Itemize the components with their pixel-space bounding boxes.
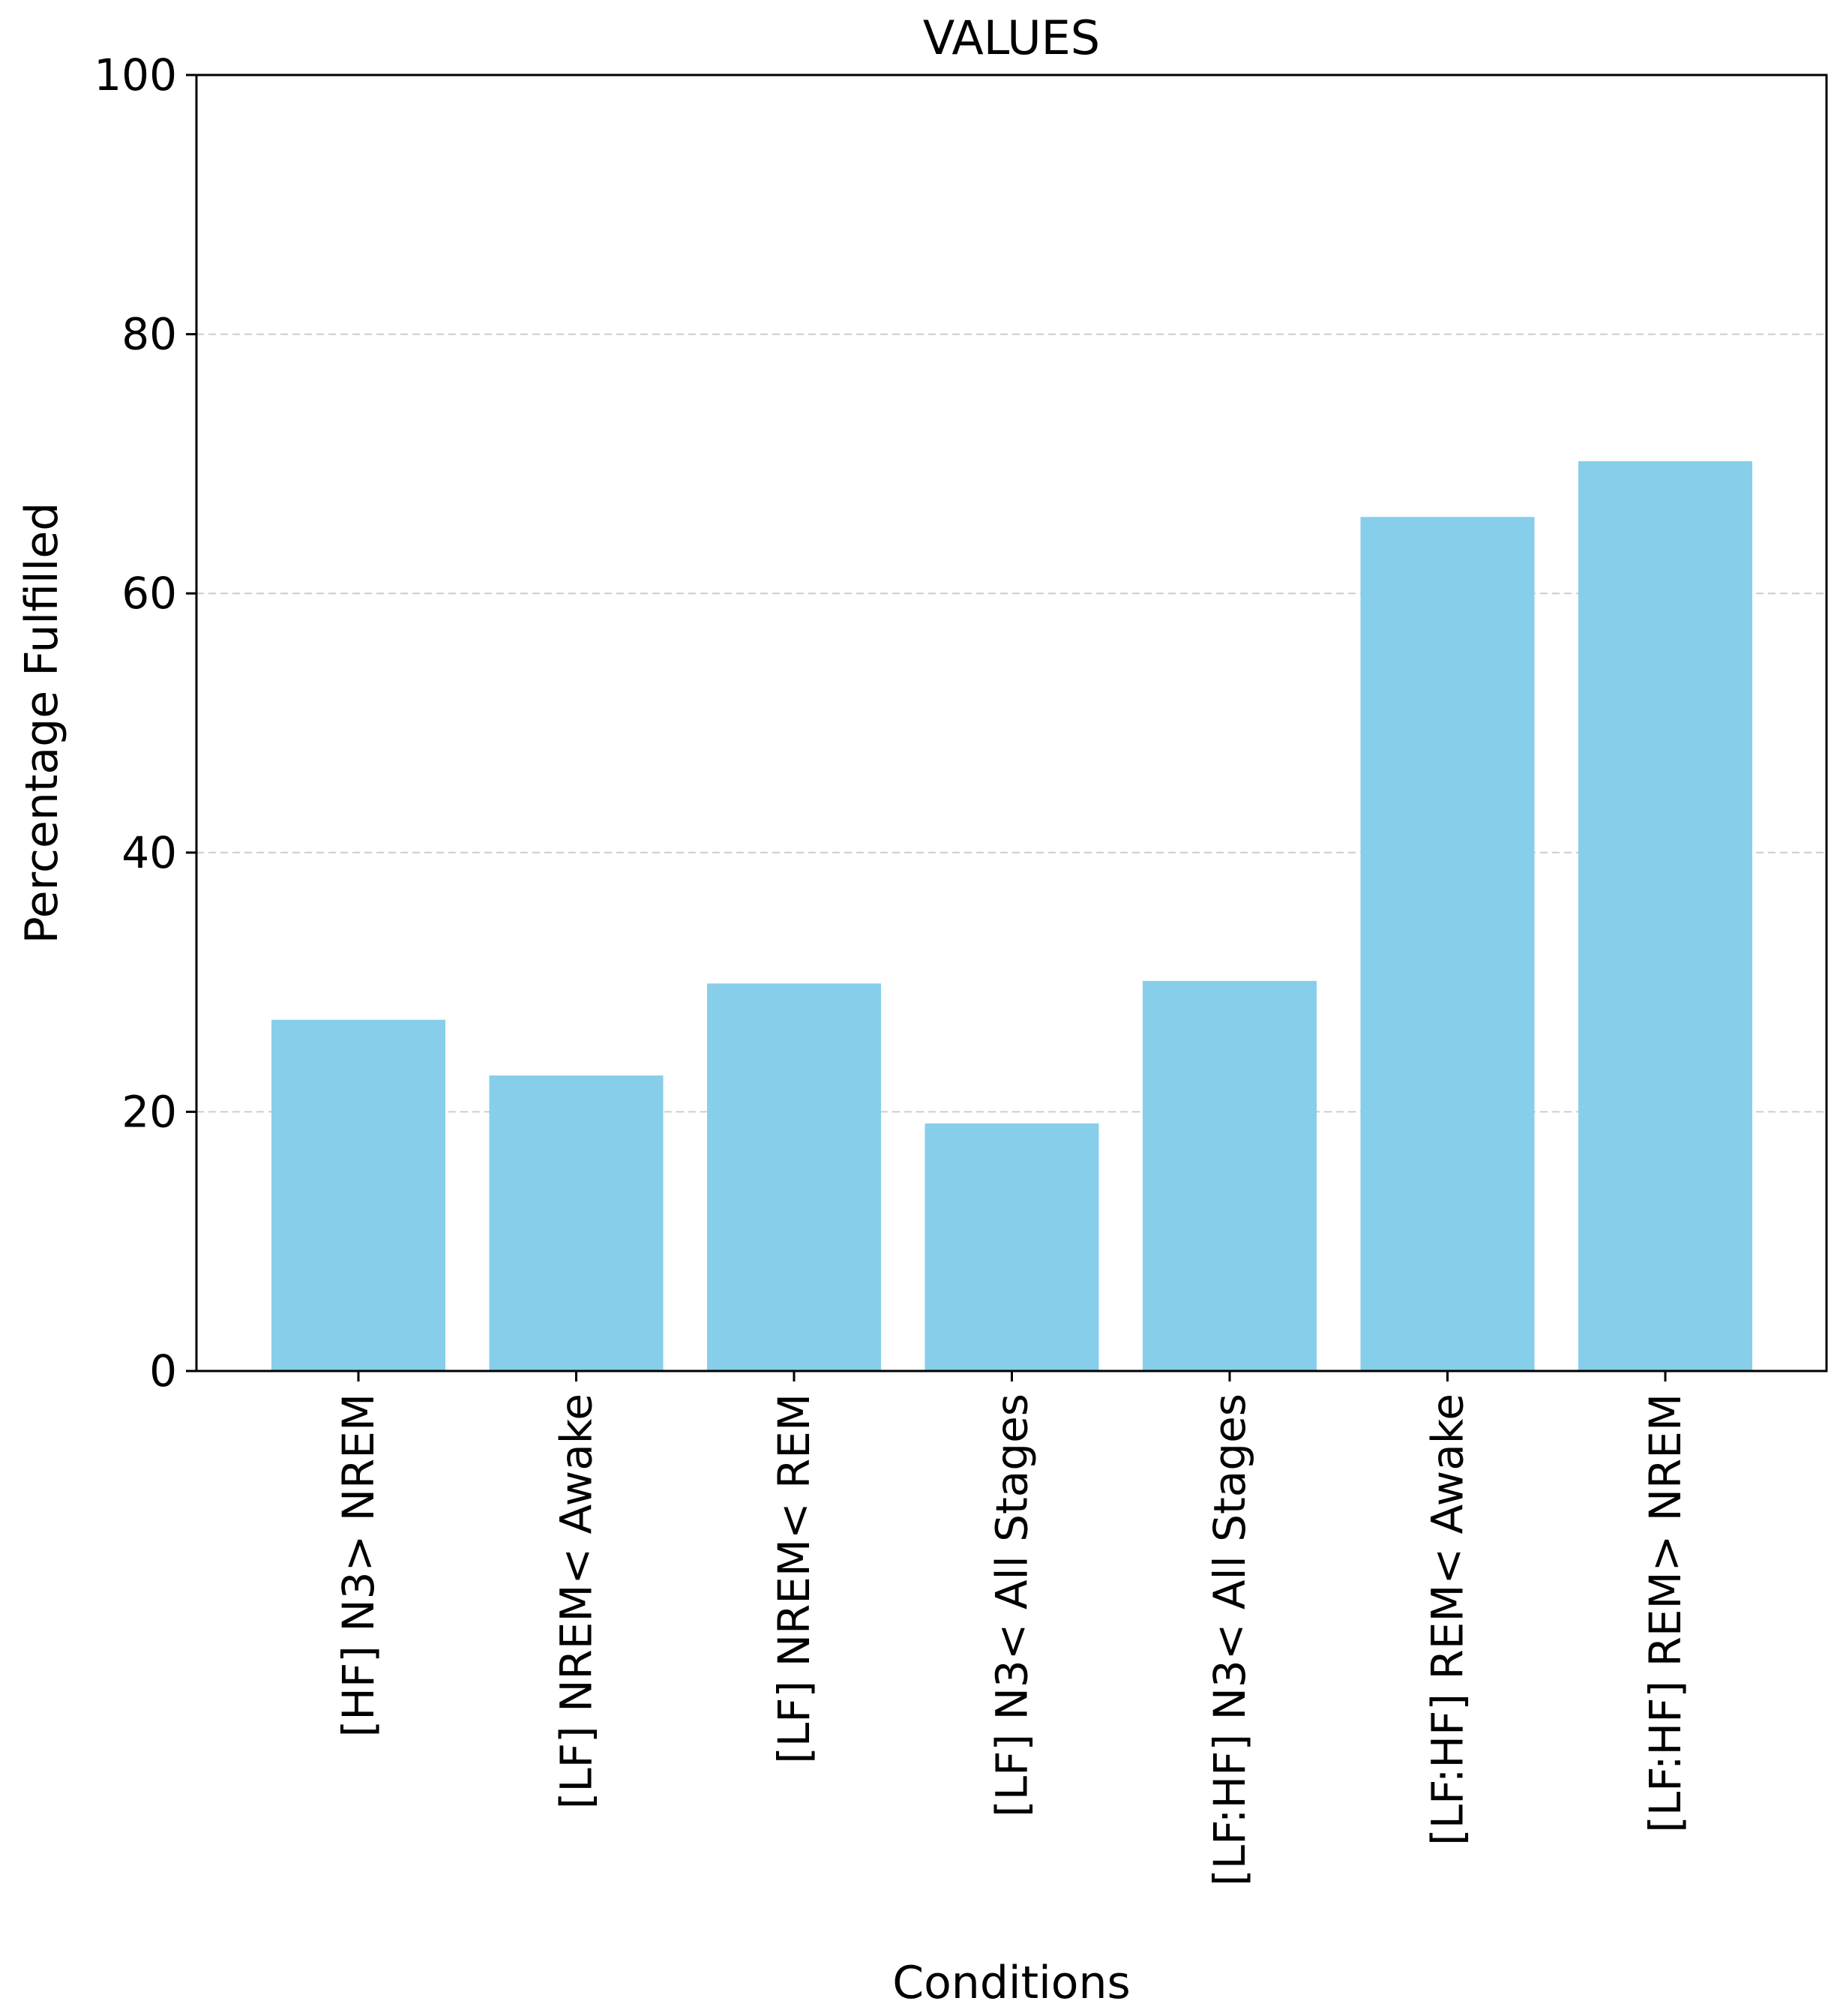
x-tick-label: [LF] NREM< Awake — [551, 1394, 602, 1809]
x-tick-label: [LF] NREM< REM — [769, 1394, 820, 1764]
x-axis-title: Conditions — [892, 1957, 1131, 2009]
x-tick-label: [LF:HF] REM< Awake — [1422, 1394, 1473, 1846]
bar — [1578, 460, 1752, 1371]
x-tick-label: [LF] N3< All Stages — [987, 1394, 1038, 1817]
bar — [1360, 517, 1535, 1371]
bar — [489, 1076, 664, 1371]
bar — [271, 1019, 445, 1371]
x-tick-label: [LF:HF] REM> NREM — [1640, 1394, 1691, 1833]
x-axis-ticks: [HF] N3> NREM [LF] NREM< Awake [LF] NREM< … — [333, 1371, 1691, 1886]
x-tick-label: [LF:HF] N3< All Stages — [1204, 1394, 1255, 1886]
bar — [707, 983, 881, 1371]
y-axis-title: Percentage Fulfilled — [16, 502, 68, 944]
bar — [1143, 980, 1317, 1371]
y-tick-label: 40 — [121, 827, 177, 878]
y-axis-ticks: 0 20 40 60 80 100 — [94, 50, 196, 1396]
y-tick-label: 100 — [94, 50, 177, 100]
y-tick-label: 60 — [121, 568, 177, 619]
x-tick-label: [HF] N3> NREM — [333, 1394, 384, 1737]
y-tick-label: 0 — [149, 1346, 177, 1396]
y-tick-label: 80 — [121, 309, 177, 360]
bars — [271, 460, 1752, 1371]
chart-title: VALUES — [923, 10, 1100, 65]
bar — [924, 1123, 1099, 1371]
y-tick-label: 20 — [121, 1086, 177, 1137]
gridlines — [196, 333, 1827, 1113]
